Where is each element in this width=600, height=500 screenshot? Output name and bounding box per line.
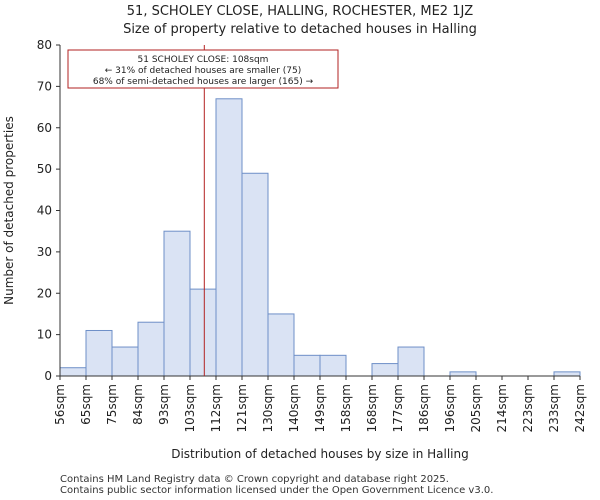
annotation-line-3: 68% of semi-detached houses are larger (… <box>93 77 314 87</box>
bar-140sqm <box>293 354 321 377</box>
bar-149sqm <box>319 354 347 377</box>
x-tick-label: 130sqm <box>261 384 275 432</box>
y-axis-title: Number of detached properties <box>2 116 16 305</box>
footer-copyright: Contains HM Land Registry data © Crown c… <box>60 474 449 485</box>
y-tick-label: 40 <box>37 204 52 218</box>
y-tick-label: 0 <box>44 369 52 383</box>
x-axis-title: Distribution of detached houses by size … <box>171 447 469 461</box>
x-tick-label: 84sqm <box>131 384 145 425</box>
x-tick-label: 121sqm <box>235 384 249 432</box>
x-tick-label: 65sqm <box>79 384 93 425</box>
chart-subtitle: Size of property relative to detached ho… <box>123 22 477 37</box>
x-tick-label: 242sqm <box>573 384 587 432</box>
annotation-line-1: 51 SCHOLEY CLOSE: 108sqm <box>138 55 269 65</box>
bar-56sqm <box>59 367 87 377</box>
x-tick-label: 75sqm <box>105 384 119 425</box>
y-tick-label: 50 <box>37 162 52 176</box>
x-tick-label: 205sqm <box>469 384 483 432</box>
histogram-chart: 0 10 20 30 40 50 60 70 80 56sqm 65sqm 75sqm 84sqm 93s… <box>2 38 587 461</box>
x-tick-label: 223sqm <box>521 384 535 432</box>
y-tick-label: 10 <box>37 328 52 342</box>
x-tick-label: 233sqm <box>547 384 561 432</box>
x-tick-label: 140sqm <box>287 384 301 432</box>
annotation-line-2: ← 31% of detached houses are smaller (75… <box>105 66 302 76</box>
bar-130sqm <box>267 313 295 377</box>
bar-75sqm <box>111 346 139 377</box>
x-tick-label: 112sqm <box>209 384 223 432</box>
x-tick-label: 196sqm <box>443 384 457 432</box>
y-tick-label: 70 <box>37 79 52 93</box>
x-tick-label: 93sqm <box>157 384 171 425</box>
bar-196sqm <box>449 371 477 377</box>
footer-licence: Contains public sector information licen… <box>60 485 494 496</box>
bar-65sqm <box>85 329 113 377</box>
y-tick-label: 30 <box>37 245 52 259</box>
bar-121sqm <box>241 172 269 377</box>
chart-title: 51, SCHOLEY CLOSE, HALLING, ROCHESTER, M… <box>126 4 474 19</box>
bar-168sqm <box>371 363 399 377</box>
x-tick-label: 186sqm <box>417 384 431 432</box>
x-tick-label: 103sqm <box>183 384 197 432</box>
bar-112sqm <box>215 98 243 377</box>
annotation-box <box>67 49 339 89</box>
x-tick-label: 149sqm <box>313 384 327 432</box>
bar-177sqm <box>397 346 425 377</box>
bar-233sqm <box>553 371 581 377</box>
x-tick-label: 214sqm <box>495 384 509 432</box>
bar-84sqm <box>137 321 165 377</box>
x-tick-label: 158sqm <box>339 384 353 432</box>
y-tick-label: 20 <box>37 286 52 300</box>
y-tick-label: 60 <box>37 121 52 135</box>
x-tick-label: 168sqm <box>365 384 379 432</box>
y-tick-label: 80 <box>37 38 52 52</box>
x-tick-label: 177sqm <box>391 384 405 432</box>
bar-93sqm <box>163 230 191 377</box>
bar-103sqm <box>189 288 217 377</box>
x-tick-label: 56sqm <box>53 384 67 425</box>
